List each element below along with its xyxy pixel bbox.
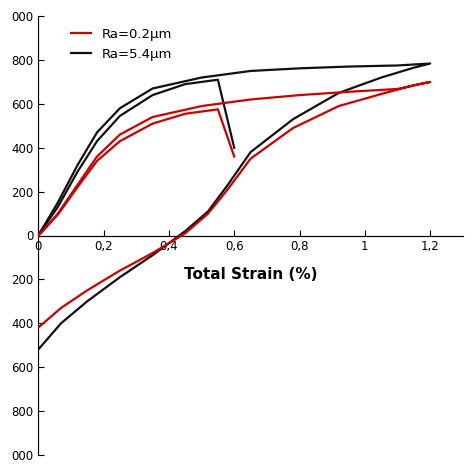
X-axis label: Total Strain (%): Total Strain (%) <box>184 267 317 282</box>
Legend: Ra=0.2μm, Ra=5.4μm: Ra=0.2μm, Ra=5.4μm <box>66 23 177 66</box>
